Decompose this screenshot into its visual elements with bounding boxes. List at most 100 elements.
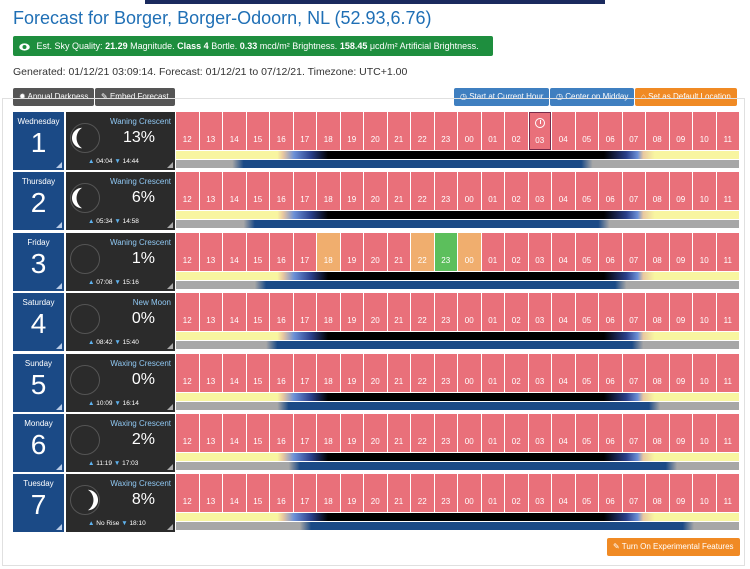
hour-cell[interactable]: 19 [340, 172, 363, 211]
hour-cell[interactable]: 05 [575, 293, 598, 332]
hour-cell[interactable]: 12 [176, 172, 199, 211]
hour-cell[interactable]: 19 [340, 414, 363, 452]
hour-cell[interactable]: 14 [223, 172, 246, 211]
hour-cell[interactable]: 07 [622, 232, 645, 271]
hour-cell[interactable]: 07 [622, 353, 645, 392]
hour-cell[interactable]: 19 [340, 112, 363, 150]
hour-cell[interactable]: 12 [176, 474, 199, 513]
hour-cell[interactable]: 00 [458, 232, 481, 271]
hour-cell[interactable]: 01 [481, 353, 504, 392]
hour-cell[interactable]: 01 [481, 112, 504, 150]
hour-cell[interactable]: 15 [246, 293, 269, 332]
hour-cell[interactable]: 07 [622, 112, 645, 150]
moon-box[interactable]: Waxing Crescent 2% ▲ 11:19 ▼ 17:03 [66, 414, 175, 472]
hour-cell[interactable]: 20 [364, 414, 387, 452]
hour-cell[interactable]: 07 [622, 172, 645, 211]
hour-cell[interactable]: 02 [505, 232, 528, 271]
hour-cell[interactable]: 03 [528, 172, 551, 211]
hour-cell[interactable]: 03 [528, 112, 551, 150]
hour-cell[interactable]: 22 [411, 172, 434, 211]
hour-cell[interactable]: 20 [364, 232, 387, 271]
hour-cell[interactable]: 12 [176, 293, 199, 332]
hour-cell[interactable]: 21 [387, 353, 410, 392]
hour-cell[interactable]: 12 [176, 232, 199, 271]
moon-box[interactable]: Waxing Crescent 8% ▲ No Rise ▼ 18:10 [66, 474, 175, 533]
hour-cell[interactable]: 16 [270, 414, 293, 452]
date-box[interactable]: Friday 3 [13, 232, 64, 291]
hour-cell[interactable]: 08 [646, 353, 669, 392]
hour-cell[interactable]: 05 [575, 414, 598, 452]
hour-cell[interactable]: 02 [505, 112, 528, 150]
hour-cell[interactable]: 10 [693, 414, 716, 452]
moon-box[interactable]: Waning Crescent 6% ▲ 05:34 ▼ 14:58 [66, 172, 175, 231]
hour-cell[interactable]: 05 [575, 474, 598, 513]
hour-cell[interactable]: 01 [481, 232, 504, 271]
hour-cell[interactable]: 11 [716, 474, 739, 513]
hour-cell[interactable]: 14 [223, 232, 246, 271]
hour-cell[interactable]: 04 [552, 353, 575, 392]
hour-cell[interactable]: 02 [505, 353, 528, 392]
hour-cell[interactable]: 14 [223, 414, 246, 452]
hour-cell[interactable]: 02 [505, 293, 528, 332]
hour-cell[interactable]: 03 [528, 474, 551, 513]
date-box[interactable]: Monday 6 [13, 414, 64, 472]
hour-cell[interactable]: 21 [387, 474, 410, 513]
hour-cell[interactable]: 06 [599, 293, 622, 332]
hour-cell[interactable]: 13 [199, 414, 222, 452]
hour-cell[interactable]: 16 [270, 172, 293, 211]
hour-cell[interactable]: 00 [458, 414, 481, 452]
hour-cell[interactable]: 15 [246, 232, 269, 271]
hour-cell[interactable]: 23 [434, 353, 457, 392]
hour-cell[interactable]: 23 [434, 112, 457, 150]
hour-cell[interactable]: 06 [599, 112, 622, 150]
hour-cell[interactable]: 14 [223, 112, 246, 150]
hour-cell[interactable]: 17 [293, 293, 316, 332]
hour-cell[interactable]: 04 [552, 112, 575, 150]
hour-cell[interactable]: 17 [293, 474, 316, 513]
hour-cell[interactable]: 11 [716, 232, 739, 271]
embed-forecast-button[interactable]: ✎ Embed Forecast [95, 88, 175, 106]
hour-cell[interactable]: 17 [293, 232, 316, 271]
hour-cell[interactable]: 08 [646, 293, 669, 332]
hour-cell[interactable]: 23 [434, 474, 457, 513]
hour-cell[interactable]: 13 [199, 112, 222, 150]
hour-cell[interactable]: 14 [223, 353, 246, 392]
hour-cell[interactable]: 11 [716, 172, 739, 211]
hour-cell[interactable]: 04 [552, 232, 575, 271]
start-current-hour-button[interactable]: ◷ Start at Current Hour [454, 88, 550, 106]
set-default-location-button[interactable]: ⌂ Set as Default Location [635, 88, 737, 106]
hour-cell[interactable]: 20 [364, 353, 387, 392]
hour-cell[interactable]: 06 [599, 414, 622, 452]
hour-cell[interactable]: 12 [176, 112, 199, 150]
hour-cell[interactable]: 02 [505, 414, 528, 452]
hour-cell[interactable]: 09 [669, 172, 692, 211]
hour-cell[interactable]: 21 [387, 172, 410, 211]
moon-box[interactable]: New Moon 0% ▲ 08:42 ▼ 15:40 [66, 293, 175, 352]
hour-cell[interactable]: 22 [411, 293, 434, 332]
hour-cell[interactable]: 23 [434, 172, 457, 211]
hour-cell[interactable]: 21 [387, 112, 410, 150]
date-box[interactable]: Thursday 2 [13, 172, 64, 231]
hour-cell[interactable]: 02 [505, 172, 528, 211]
hour-cell[interactable]: 10 [693, 474, 716, 513]
hour-cell[interactable]: 05 [575, 172, 598, 211]
hour-cell[interactable]: 10 [693, 232, 716, 271]
moon-box[interactable]: Waxing Crescent 0% ▲ 10:09 ▼ 16:14 [66, 353, 175, 412]
hour-cell[interactable]: 06 [599, 172, 622, 211]
hour-cell[interactable]: 18 [317, 353, 340, 392]
hour-cell[interactable]: 04 [552, 474, 575, 513]
annual-darkness-button[interactable]: ✹ Annual Darkness [13, 88, 95, 106]
hour-cell[interactable]: 01 [481, 474, 504, 513]
hour-cell[interactable]: 00 [458, 112, 481, 150]
hour-cell[interactable]: 18 [317, 474, 340, 513]
hour-cell[interactable]: 03 [528, 414, 551, 452]
hour-cell[interactable]: 12 [176, 353, 199, 392]
hour-cell[interactable]: 03 [528, 232, 551, 271]
hour-cell[interactable]: 10 [693, 112, 716, 150]
hour-cell[interactable]: 20 [364, 293, 387, 332]
hour-cell[interactable]: 03 [528, 353, 551, 392]
hour-cell[interactable]: 23 [434, 232, 457, 271]
hour-cell[interactable]: 15 [246, 353, 269, 392]
hour-cell[interactable]: 06 [599, 353, 622, 392]
hour-cell[interactable]: 22 [411, 474, 434, 513]
